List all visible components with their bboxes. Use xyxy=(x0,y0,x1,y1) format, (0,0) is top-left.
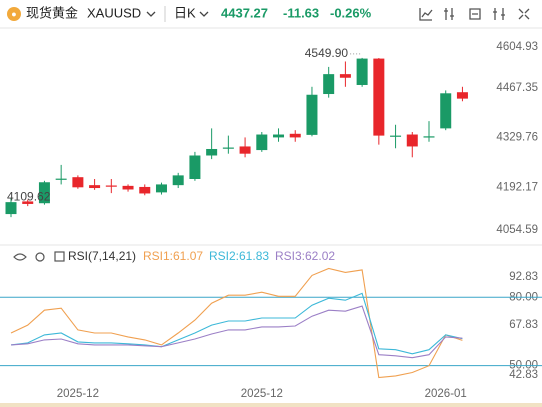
x-tick-label: 2025-12 xyxy=(57,388,99,400)
x-tick-label: 2025-12 xyxy=(241,388,283,400)
box-icon[interactable] xyxy=(54,251,65,262)
x-tick-label: 2026-01 xyxy=(425,388,467,400)
bottom-strip xyxy=(0,403,542,407)
legend-entry: RSI3:62.02 xyxy=(275,249,335,263)
candle-body xyxy=(406,134,418,147)
high-label: 4549.90 xyxy=(305,46,349,60)
candle-body xyxy=(339,74,351,78)
y-tick-label: 67.83 xyxy=(509,319,538,331)
last-price: 4437.27 xyxy=(221,5,268,20)
symbol[interactable]: XAUUSD xyxy=(87,5,141,20)
y-tick-label: 42.83 xyxy=(509,369,538,381)
change-pct: -0.26% xyxy=(330,5,372,20)
candle-body xyxy=(55,178,67,180)
candle-body xyxy=(89,185,101,189)
candle-body xyxy=(373,58,385,136)
candle-body xyxy=(189,155,201,179)
candle-body xyxy=(390,135,402,137)
indicator-icon[interactable] xyxy=(419,8,433,21)
candle-body xyxy=(155,184,167,193)
dropdown-caret[interactable] xyxy=(146,11,156,17)
candle-body xyxy=(105,185,117,187)
candle-body xyxy=(172,175,184,186)
y-tick-label: 92.83 xyxy=(509,271,538,283)
instrument-name[interactable]: 现货黄金 xyxy=(26,5,78,20)
candle-body xyxy=(222,147,234,149)
settings-icon[interactable] xyxy=(493,8,505,20)
eye-icon[interactable] xyxy=(13,253,27,261)
candle-body xyxy=(22,201,34,204)
y-tick-label: 4467.35 xyxy=(496,82,538,94)
candle-body xyxy=(122,185,134,190)
candle-body xyxy=(423,136,435,138)
y-tick-label: 4192.17 xyxy=(496,181,538,193)
candle-icon[interactable] xyxy=(444,8,454,20)
rsi-line xyxy=(10,267,463,379)
candle-body xyxy=(256,134,268,151)
gold-icon-glyph: ● xyxy=(11,9,16,19)
candle-body xyxy=(356,58,368,85)
legend-entry: RSI2:61.83 xyxy=(209,249,269,263)
candle-body xyxy=(289,133,301,138)
candle-body xyxy=(5,202,17,215)
legend-entry: RSI1:61.07 xyxy=(143,249,203,263)
candle-body xyxy=(38,182,50,204)
rsi-line xyxy=(10,292,463,355)
candle-body xyxy=(456,92,468,99)
rsi-title: RSI(7,14,21) xyxy=(68,249,136,263)
rsi-line xyxy=(10,305,463,359)
toolbar xyxy=(419,8,530,21)
candle-body xyxy=(273,134,285,138)
low-label: 4109.62 xyxy=(7,189,51,203)
period[interactable]: 日K xyxy=(174,5,196,20)
candle-body xyxy=(239,146,251,154)
period-caret[interactable] xyxy=(199,11,209,17)
candle-body xyxy=(206,148,218,156)
rsi-tools xyxy=(13,251,65,262)
gold-icon xyxy=(7,7,21,21)
candle-body xyxy=(323,74,335,95)
candle-body xyxy=(139,186,151,194)
candle-body xyxy=(440,93,452,129)
candle-body xyxy=(72,177,84,188)
change: -11.63 xyxy=(283,5,319,20)
y-tick-label: 4054.59 xyxy=(496,224,538,236)
gear-icon[interactable] xyxy=(35,252,45,262)
y-tick-label: 4329.76 xyxy=(496,132,538,144)
layout-icon[interactable] xyxy=(469,8,481,20)
candle-body xyxy=(306,94,318,135)
fullscreen-icon[interactable] xyxy=(518,8,530,20)
y-tick-label: 4604.93 xyxy=(496,41,538,53)
